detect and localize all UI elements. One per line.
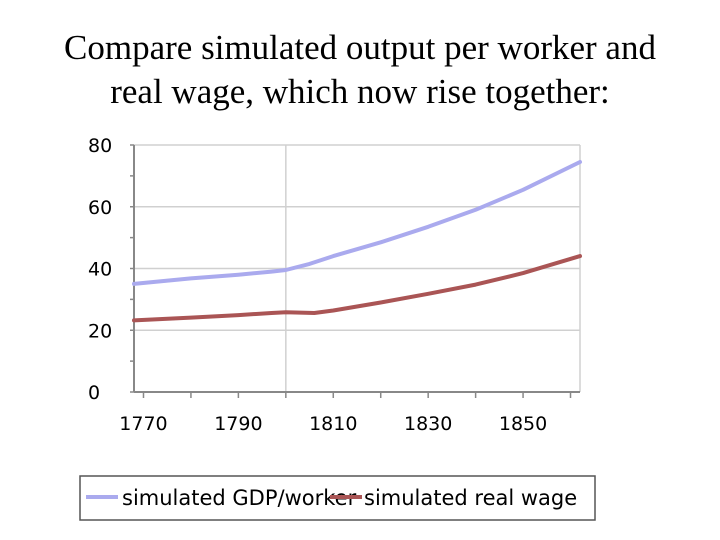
slide-title: Compare simulated output per worker and … xyxy=(0,26,720,114)
x-axis-ticks: 1770 1790 1810 1830 1850 xyxy=(119,392,572,435)
legend-box xyxy=(79,475,596,521)
series-group xyxy=(132,160,582,323)
legend: simulated GDP/worker simulated real wage xyxy=(79,475,596,521)
slide-title-line-1: Compare simulated output per worker and xyxy=(64,28,656,67)
y-axis-ticks: 0 20 40 60 80 xyxy=(88,135,134,404)
legend-label-1: simulated GDP/worker xyxy=(122,486,357,510)
x-tick-label: 1770 xyxy=(119,413,167,435)
legend-label-2: simulated real wage xyxy=(364,486,577,510)
grid xyxy=(134,144,581,392)
y-tick-label: 0 xyxy=(88,382,100,404)
x-tick-label: 1810 xyxy=(309,413,357,435)
x-tick-label: 1790 xyxy=(214,413,262,435)
x-tick-label: 1850 xyxy=(499,413,547,435)
slide-title-line-2: real wage, which now rise together: xyxy=(110,72,610,111)
series-line-2 xyxy=(132,254,582,323)
x-tick-label: 1830 xyxy=(404,413,452,435)
y-tick-label: 60 xyxy=(88,197,112,219)
y-tick-label: 20 xyxy=(88,320,112,342)
y-tick-label: 80 xyxy=(88,135,112,157)
series-line-1 xyxy=(132,160,582,286)
y-tick-label: 40 xyxy=(88,259,112,281)
